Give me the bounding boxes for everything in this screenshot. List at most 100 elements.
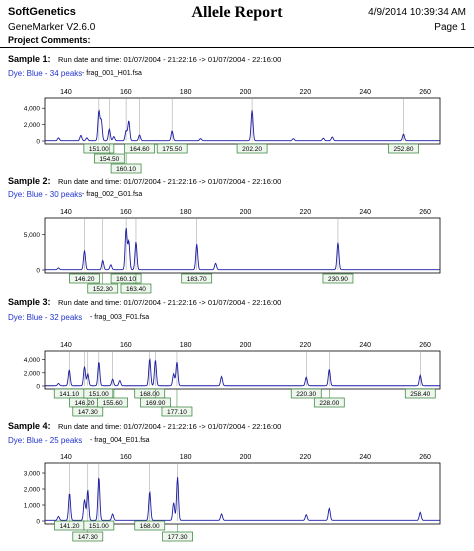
x-tick-label: 260 <box>419 209 431 216</box>
y-tick-label: 4,000 <box>24 357 41 364</box>
allele-label: 168.00 <box>140 523 160 530</box>
run-date-time: Run date and time: 01/07/2004 - 21:22:16… <box>58 177 282 186</box>
x-tick-label: 140 <box>60 89 72 96</box>
allele-label: 164.60 <box>130 146 150 153</box>
x-tick-label: 220 <box>299 454 311 461</box>
dye-peaks-label: Dye: Blue - 25 peaks <box>8 436 83 445</box>
y-tick-label: 0 <box>36 519 40 526</box>
x-tick-label: 260 <box>419 454 431 461</box>
allele-label: 202.20 <box>242 146 262 153</box>
allele-label-box <box>93 153 125 164</box>
allele-label: 147.30 <box>78 409 98 416</box>
x-tick-label: 140 <box>60 342 72 349</box>
allele-label-box <box>322 273 354 284</box>
x-tick-label: 220 <box>299 342 311 349</box>
allele-label: 152.30 <box>93 286 113 293</box>
allele-label: 228.00 <box>319 400 339 407</box>
y-tick-label: 0 <box>36 268 40 275</box>
x-tick-label: 180 <box>180 454 192 461</box>
allele-label-box <box>134 520 166 531</box>
allele-label: 160.10 <box>116 276 136 283</box>
x-tick-label: 200 <box>240 454 252 461</box>
x-tick-label: 240 <box>359 454 371 461</box>
allele-label-box <box>110 273 142 284</box>
y-tick-label: 2,000 <box>24 487 41 494</box>
y-tick-label: 5,000 <box>24 232 41 239</box>
x-tick-label: 240 <box>359 342 371 349</box>
signal-trace <box>45 109 440 142</box>
signal-trace <box>45 227 440 271</box>
allele-label-box <box>120 283 152 294</box>
plot-frame <box>44 462 441 525</box>
y-tick-label: 2,000 <box>24 122 41 129</box>
sample-label: Sample 2: <box>8 176 51 186</box>
page-number: Page 1 <box>434 22 466 33</box>
electropherogram-chart: 140 160 180 200 220 240 260 3,000 2,000 1,000 0 141… <box>24 454 441 542</box>
x-tick-label: 180 <box>180 209 192 216</box>
file-name: - frag_002_G01.fsa <box>82 191 143 198</box>
allele-label: 141.20 <box>60 523 80 530</box>
allele-label: 175.50 <box>162 146 182 153</box>
allele-label: 147.30 <box>78 534 98 541</box>
allele-label-box <box>72 406 104 417</box>
allele-label: 252.80 <box>394 146 414 153</box>
x-tick-label: 260 <box>419 89 431 96</box>
allele-label: 230.90 <box>328 276 348 283</box>
allele-label: 177.10 <box>167 409 187 416</box>
allele-label: 183.70 <box>187 276 207 283</box>
allele-label-box <box>83 520 115 531</box>
allele-label-box <box>388 143 419 154</box>
signal-trace <box>45 357 440 387</box>
x-tick-label: 160 <box>120 454 132 461</box>
allele-label: 146.20 <box>75 400 95 407</box>
dye-peaks-label: Dye: Blue - 30 peaks <box>8 190 83 199</box>
allele-label: 141.10 <box>59 391 79 398</box>
plot-frame <box>44 217 441 274</box>
allele-label: 169.90 <box>145 400 165 407</box>
x-tick-label: 160 <box>120 89 132 96</box>
y-tick-label: 0 <box>36 384 40 391</box>
allele-label: 151.00 <box>89 146 109 153</box>
company-name: SoftGenetics <box>8 6 76 18</box>
allele-label-box <box>313 397 345 408</box>
plot-frame <box>44 350 441 390</box>
allele-label: 220.30 <box>296 391 316 398</box>
allele-label-box <box>124 143 155 154</box>
report-datetime: 4/9/2014 10:39:34 AM <box>368 7 466 18</box>
software-version: GeneMarker V2.6.0 <box>8 22 96 33</box>
report-title: Allele Report <box>191 4 283 21</box>
allele-label-box <box>83 143 115 154</box>
allele-label-box <box>72 531 104 542</box>
x-tick-label: 260 <box>419 342 431 349</box>
allele-label: 163.40 <box>126 286 146 293</box>
allele-label: 154.50 <box>99 156 119 163</box>
y-tick-label: 2,000 <box>24 370 41 377</box>
y-tick-label: 3,000 <box>24 471 41 478</box>
allele-label: 177.30 <box>168 534 188 541</box>
sample-label: Sample 4: <box>8 421 51 431</box>
plot-frame <box>44 97 441 145</box>
allele-label: 160.10 <box>116 166 136 173</box>
allele-label-box <box>110 163 142 174</box>
allele-label-box <box>404 388 436 399</box>
header-divider <box>0 47 474 48</box>
allele-label: 168.00 <box>140 391 160 398</box>
x-tick-label: 160 <box>120 209 132 216</box>
allele-label: 155.60 <box>103 400 123 407</box>
allele-label-box <box>236 143 268 154</box>
x-tick-label: 180 <box>180 89 192 96</box>
allele-label-box <box>69 273 100 284</box>
dye-peaks-label: Dye: Blue - 32 peaks <box>8 313 83 322</box>
x-tick-label: 220 <box>299 89 311 96</box>
y-tick-label: 0 <box>36 139 40 146</box>
x-tick-label: 140 <box>60 209 72 216</box>
allele-label: 151.00 <box>89 523 109 530</box>
allele-label: 146.20 <box>75 276 95 283</box>
sample-label: Sample 1: <box>8 54 51 64</box>
x-tick-label: 180 <box>180 342 192 349</box>
sample-label: Sample 3: <box>8 297 51 307</box>
file-name: - frag_004_E01.fsa <box>90 437 150 444</box>
allele-label-box <box>162 531 193 542</box>
allele-label-box <box>181 273 213 284</box>
allele-label-box <box>87 283 119 294</box>
